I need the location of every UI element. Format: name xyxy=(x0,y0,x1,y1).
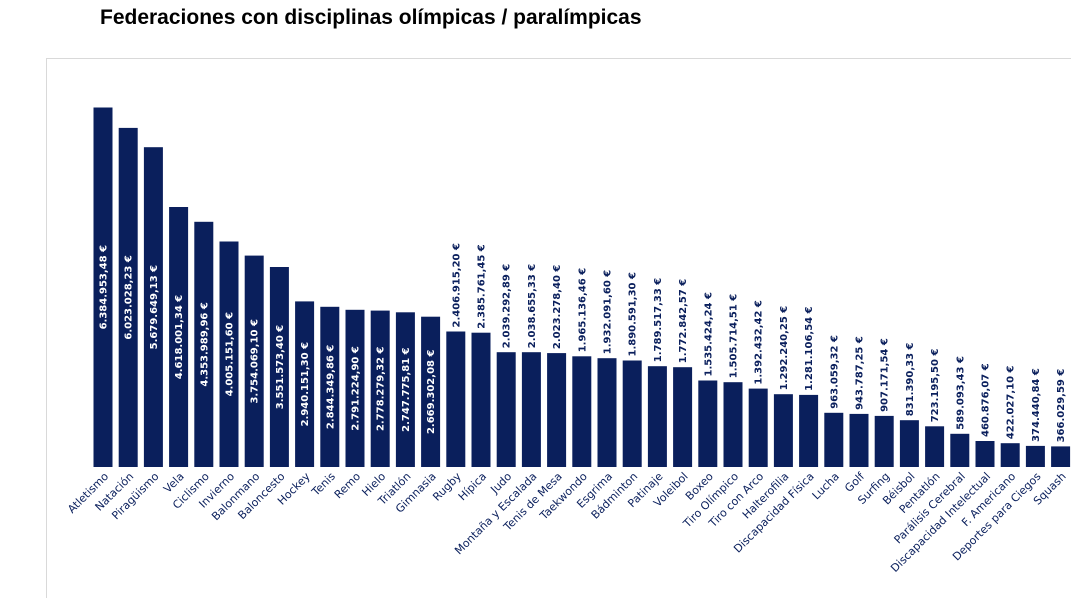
bar-19 xyxy=(572,356,592,467)
bar-9 xyxy=(320,306,340,467)
value-label-26: 1.392.432,42 € xyxy=(754,300,765,385)
value-label-13: 2.669.302,08 € xyxy=(426,350,437,435)
bar-20 xyxy=(597,358,617,467)
bar-38 xyxy=(1051,446,1071,467)
bar-chart: 6.384.953,48 € 6.023.028,23 € 5.679.649,13… xyxy=(65,107,1071,575)
value-label-21: 1.890.591,30 € xyxy=(628,272,639,357)
bar-23 xyxy=(673,367,693,467)
bar-33 xyxy=(925,426,945,467)
value-label-29: 963.059,32 € xyxy=(829,335,840,409)
bar-3 xyxy=(169,207,189,467)
value-label-23: 1.772.842,57 € xyxy=(678,279,689,364)
bar-15 xyxy=(471,332,491,467)
bar-16 xyxy=(496,352,516,467)
value-label-24: 1.535.424,24 € xyxy=(703,292,714,377)
value-label-31: 907.171,54 € xyxy=(880,338,891,412)
value-label-15: 2.385.761,45 € xyxy=(477,244,488,329)
bar-6 xyxy=(244,255,264,467)
value-label-2: 5.679.649,13 € xyxy=(149,265,160,350)
bar-21 xyxy=(622,360,642,467)
bar-11 xyxy=(370,310,390,467)
bar-0 xyxy=(93,107,113,467)
bar-14 xyxy=(446,331,466,467)
bar-17 xyxy=(521,352,541,467)
value-label-8: 2.940.151,30 € xyxy=(300,342,311,427)
value-label-32: 831.390,33 € xyxy=(905,342,916,416)
bar-10 xyxy=(345,309,365,467)
bar-1 xyxy=(118,127,138,468)
value-label-10: 2.791.224,90 € xyxy=(351,346,362,431)
value-label-38: 366.029,59 € xyxy=(1056,369,1067,443)
bar-27 xyxy=(773,394,793,467)
bar-2 xyxy=(143,147,163,467)
value-label-4: 4.353.989,96 € xyxy=(199,302,210,387)
bar-30 xyxy=(849,413,869,467)
category-label-15: Hípica xyxy=(456,470,489,503)
value-label-17: 2.038.655,33 € xyxy=(527,264,538,349)
chart-title: Federaciones con disciplinas olímpicas /… xyxy=(100,6,642,29)
bars-layer xyxy=(93,107,1071,468)
value-label-22: 1.789.517,33 € xyxy=(653,278,664,363)
value-label-12: 2.747.775,81 € xyxy=(401,347,412,432)
category-label-29: Lucha xyxy=(810,470,842,502)
bar-32 xyxy=(899,420,919,467)
value-label-27: 1.292.240,25 € xyxy=(779,306,790,391)
value-label-18: 2.023.278,40 € xyxy=(552,265,563,350)
bar-35 xyxy=(975,441,995,467)
bar-24 xyxy=(698,380,718,467)
bar-7 xyxy=(269,267,289,467)
bar-31 xyxy=(874,415,894,467)
value-label-37: 374.440,84 € xyxy=(1031,368,1042,442)
category-label-10: Remo xyxy=(332,470,364,502)
value-label-5: 4.005.151,60 € xyxy=(225,312,236,397)
chart-frame: 6.384.953,48 € 6.023.028,23 € 5.679.649,13… xyxy=(46,58,1071,598)
value-label-20: 1.932.091,60 € xyxy=(603,270,614,355)
value-label-30: 943.787,25 € xyxy=(855,336,866,410)
value-labels-layer: 6.384.953,48 € 6.023.028,23 € 5.679.649,13… xyxy=(99,243,1068,442)
bar-34 xyxy=(950,433,970,467)
value-label-6: 3.754.069,10 € xyxy=(250,319,261,404)
value-label-9: 2.844.349,86 € xyxy=(325,345,336,430)
bar-26 xyxy=(748,388,768,467)
bar-28 xyxy=(799,394,819,467)
bar-37 xyxy=(1025,445,1045,467)
value-label-35: 460.876,07 € xyxy=(981,363,992,437)
value-label-16: 2.039.292,89 € xyxy=(502,264,513,349)
value-label-1: 6.023.028,23 € xyxy=(124,255,135,340)
value-label-36: 422.027,10 € xyxy=(1006,365,1017,439)
bar-5 xyxy=(219,241,239,467)
bar-36 xyxy=(1000,443,1020,467)
value-label-0: 6.384.953,48 € xyxy=(99,245,110,330)
value-label-34: 589.093,43 € xyxy=(955,356,966,430)
value-label-25: 1.505.714,51 € xyxy=(729,294,740,379)
value-label-11: 2.778.279,32 € xyxy=(376,347,387,432)
bar-8 xyxy=(295,301,315,467)
value-label-28: 1.281.106,54 € xyxy=(804,306,815,391)
value-label-7: 3.551.573,40 € xyxy=(275,325,286,410)
bar-12 xyxy=(395,312,415,467)
bar-18 xyxy=(547,353,567,467)
value-label-14: 2.406.915,20 € xyxy=(451,243,462,328)
bar-13 xyxy=(421,316,441,467)
bar-22 xyxy=(647,366,667,467)
value-label-3: 4.618.001,34 € xyxy=(174,295,185,380)
value-label-19: 1.965.136,46 € xyxy=(577,268,588,353)
bar-29 xyxy=(824,412,844,467)
bar-4 xyxy=(194,221,214,467)
value-label-33: 723.195,50 € xyxy=(930,349,941,423)
bar-25 xyxy=(723,382,743,467)
